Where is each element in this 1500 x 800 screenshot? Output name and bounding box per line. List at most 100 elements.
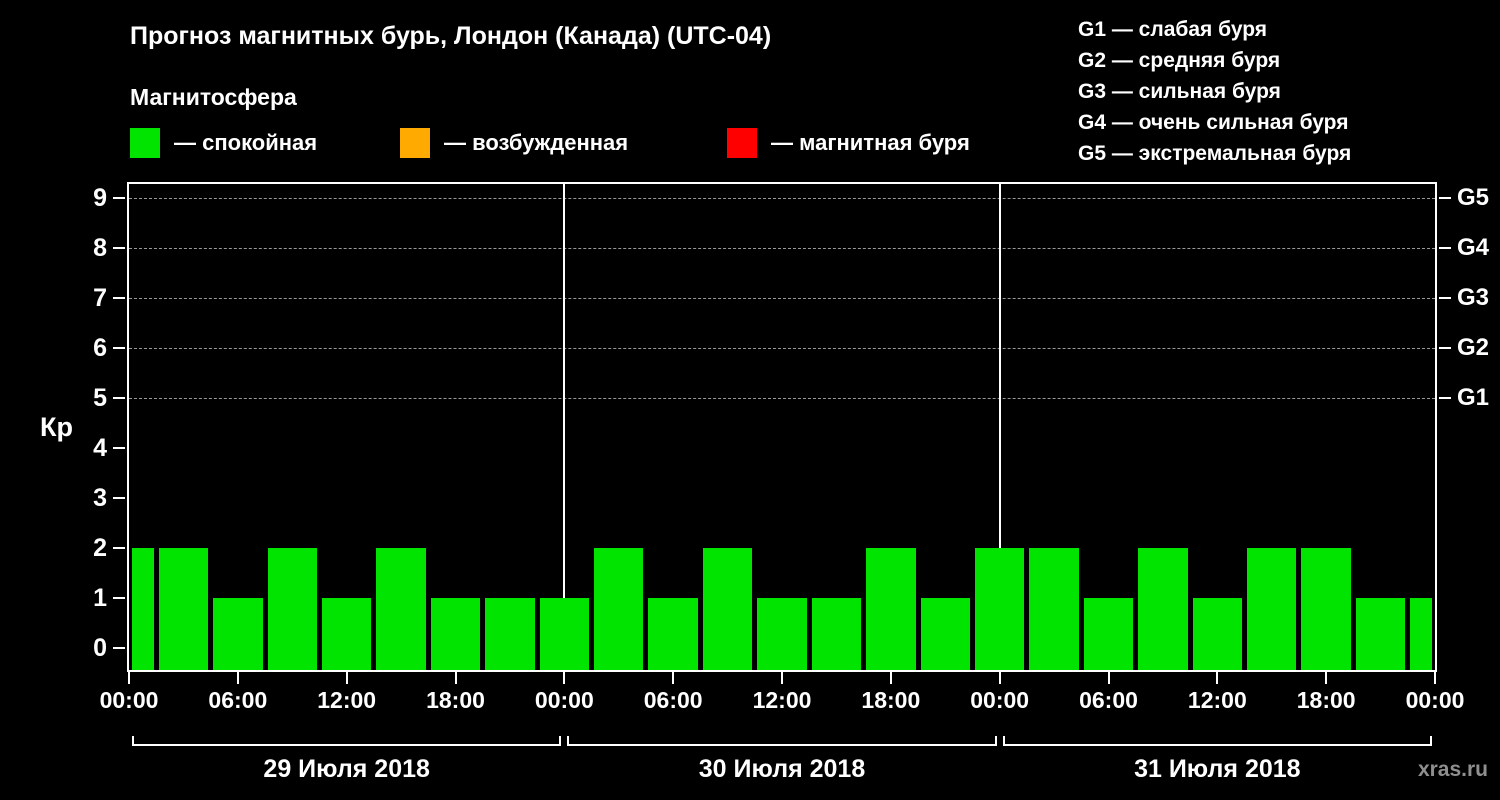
g-axis-tick-label: G2: [1457, 334, 1490, 361]
kp-bar: [757, 598, 807, 670]
x-axis-tick-label: 00:00: [970, 687, 1030, 713]
kp-bar: [1083, 598, 1134, 670]
day-separator-line: [563, 184, 566, 670]
kp-bar: [1138, 548, 1188, 670]
date-bracket-line: [567, 744, 997, 746]
kp-bar: [158, 548, 209, 670]
kp-bar: [213, 598, 263, 670]
g-legend-line: G5 — экстремальная буря: [1078, 142, 1352, 165]
x-axis-tick: [889, 672, 892, 684]
gridline: [129, 398, 1435, 399]
kp-bar: [267, 548, 317, 670]
g-axis-tick: [1439, 297, 1451, 299]
kp-bar: [430, 598, 481, 670]
g-axis-tick-label: G4: [1457, 234, 1490, 261]
date-label: 30 Июля 2018: [698, 755, 866, 783]
kp-bar: [1192, 598, 1243, 670]
legend-swatch-icon: [727, 128, 757, 158]
g-legend-line: G3 — сильная буря: [1078, 80, 1281, 103]
x-axis-tick-label: 06:00: [643, 687, 703, 713]
kp-bar: [702, 548, 753, 670]
y-axis-tick: [113, 397, 125, 399]
gridline: [129, 298, 1435, 299]
x-axis-tick: [672, 672, 675, 684]
y-axis-tick-label: 6: [93, 334, 107, 362]
plot-area: [127, 182, 1437, 672]
kp-bar: [1029, 548, 1079, 670]
kp-bar: [1247, 548, 1297, 670]
kp-bar: [974, 548, 1025, 670]
g-axis-tick: [1439, 397, 1451, 399]
y-axis-tick: [113, 297, 125, 299]
g-axis-tick: [1439, 247, 1451, 249]
x-axis-tick: [345, 672, 348, 684]
kp-bar: [920, 598, 970, 670]
x-axis-tick: [236, 672, 239, 684]
x-axis-tick-label: 00:00: [534, 687, 594, 713]
day-separator-line: [998, 184, 1001, 670]
x-axis-tick: [1107, 672, 1110, 684]
kp-bar: [648, 598, 698, 670]
kp-bar: [811, 598, 862, 670]
date-bracket-end: [567, 736, 570, 746]
kp-bar: [594, 548, 644, 670]
y-axis-tick: [113, 247, 125, 249]
x-axis-tick: [1325, 672, 1328, 684]
g-axis-tick: [1439, 197, 1451, 199]
y-axis-tick: [113, 647, 125, 649]
y-axis-tick-label: 0: [93, 634, 107, 662]
x-axis-tick: [454, 672, 457, 684]
kp-bar: [539, 598, 590, 670]
kp-bar: [866, 548, 916, 670]
x-axis-tick: [128, 672, 130, 684]
g-legend-line: G4 — очень сильная буря: [1078, 111, 1349, 134]
magnetosphere-legend: — спокойная — возбужденная — магнитная бур…: [0, 128, 1050, 162]
g-axis-tick-label: G5: [1457, 184, 1490, 211]
kp-bar: [131, 548, 154, 670]
date-bracket-line: [1002, 744, 1432, 746]
y-axis-tick: [113, 197, 125, 199]
y-axis-tick-label: 5: [93, 384, 107, 412]
legend-swatch-icon: [130, 128, 160, 158]
x-axis-tick: [998, 672, 1001, 684]
date-bracket-end: [559, 736, 562, 746]
g-axis-tick-label: G3: [1457, 284, 1490, 311]
x-axis-tick: [781, 672, 783, 684]
x-axis-tick: [563, 672, 566, 684]
kp-bar: [485, 598, 535, 670]
legend-item: — спокойная: [130, 128, 317, 158]
kp-bar: [1410, 598, 1433, 670]
y-axis-tick: [113, 447, 125, 449]
x-axis-tick-label: 12:00: [752, 687, 812, 713]
g-legend-line: G2 — средняя буря: [1078, 49, 1281, 72]
legend-item-label: — возбужденная: [444, 130, 629, 155]
g-scale-legend: G1 — слабая буря G2 — средняя буря G3 — си…: [1078, 14, 1351, 169]
y-axis-tick-label: 3: [93, 484, 107, 512]
kp-bar: [376, 548, 426, 670]
watermark: xras.ru: [1417, 758, 1488, 781]
x-axis-tick-label: 00:00: [99, 687, 159, 713]
y-axis-tick-label: 1: [93, 584, 107, 612]
g-legend-line: G1 — слабая буря: [1078, 18, 1268, 41]
legend-item: — возбужденная: [400, 128, 628, 158]
x-axis-tick-label: 12:00: [1187, 687, 1247, 713]
y-axis-tick: [113, 497, 125, 499]
legend-item-label: — спокойная: [174, 130, 318, 155]
x-axis-tick-label: 06:00: [208, 687, 268, 713]
chart-title: Прогноз магнитных бурь, Лондон (Канада) …: [130, 22, 772, 50]
y-axis-tick-label: 7: [93, 284, 107, 312]
y-axis-tick-label: 9: [93, 184, 107, 212]
x-axis-tick-label: 18:00: [861, 687, 921, 713]
kp-bar: [1301, 548, 1351, 670]
y-axis-tick: [113, 547, 125, 549]
kp-bar: [321, 598, 372, 670]
legend-item: — магнитная буря: [727, 128, 970, 158]
y-axis-tick: [113, 597, 125, 599]
date-bracket-end: [1002, 736, 1005, 746]
y-axis-tick-label: 4: [93, 434, 107, 462]
date-label: 31 Июля 2018: [1134, 755, 1301, 783]
legend-swatch-icon: [400, 128, 430, 158]
kp-bar: [1355, 598, 1406, 670]
legend-item-label: — магнитная буря: [771, 130, 970, 155]
